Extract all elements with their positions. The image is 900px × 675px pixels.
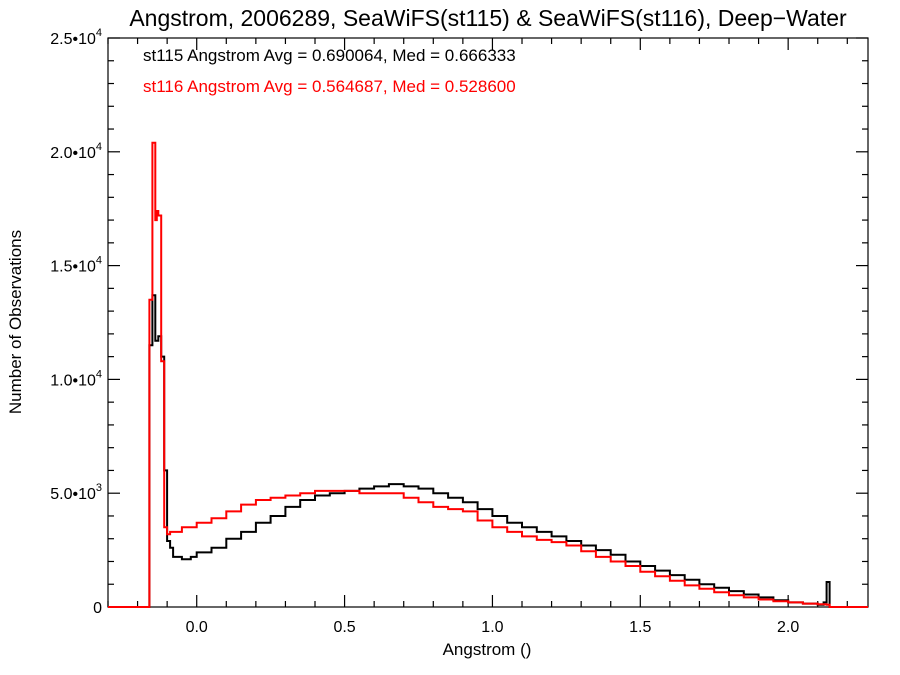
annotation-st116: st116 Angstrom Avg = 0.564687, Med = 0.5…	[143, 77, 516, 96]
y-tick-label-4: 2.0•104	[50, 141, 102, 162]
series-line-1	[108, 141, 868, 608]
series-line-0	[108, 294, 868, 608]
y-axis-label: Number of Observations	[6, 230, 25, 414]
x-axis-label: Angstrom ()	[443, 640, 532, 659]
y-tick-label-5: 2.5•104	[50, 27, 102, 48]
x-tick-label-4: 2.0	[777, 619, 799, 636]
chart-title: Angstrom, 2006289, SeaWiFS(st115) & SeaW…	[129, 5, 847, 31]
y-tick-label-1: 5.0•103	[50, 482, 102, 503]
plot-frame	[107, 37, 869, 608]
y-tick-label-0: 0	[93, 600, 102, 617]
x-tick-label-2: 1.0	[481, 619, 503, 636]
annotation-st115: st115 Angstrom Avg = 0.690064, Med = 0.6…	[143, 46, 516, 65]
x-tick-label-3: 1.5	[629, 619, 651, 636]
x-tick-label-0: 0.0	[186, 619, 208, 636]
y-tick-label-2: 1.0•104	[50, 368, 102, 389]
series-layer	[108, 141, 868, 608]
x-tick-label-1: 0.5	[333, 619, 355, 636]
y-tick-label-3: 1.5•104	[50, 255, 102, 276]
axis-ticks: 0.0 0.5 1.0 1.5 2.0 0 5.0•103 1.0•104 1.5•104 2.0…	[50, 27, 868, 636]
